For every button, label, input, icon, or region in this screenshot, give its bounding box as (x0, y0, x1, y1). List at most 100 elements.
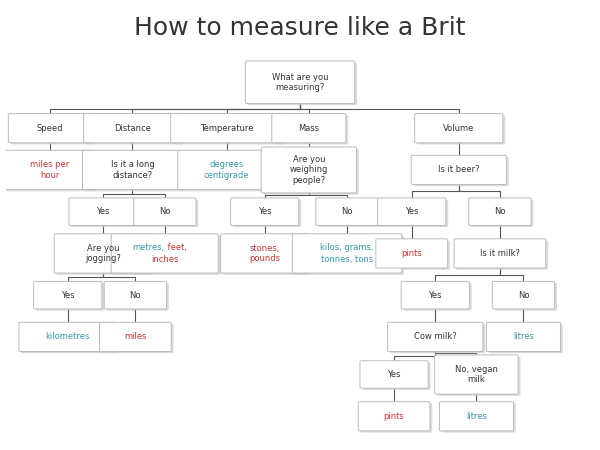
FancyBboxPatch shape (494, 283, 557, 310)
FancyBboxPatch shape (11, 115, 94, 144)
FancyBboxPatch shape (4, 150, 96, 189)
FancyBboxPatch shape (274, 115, 348, 144)
Text: litres: litres (466, 412, 487, 421)
Text: inches: inches (151, 255, 178, 264)
FancyBboxPatch shape (82, 150, 182, 189)
Text: Is it beer?: Is it beer? (438, 166, 479, 175)
Text: No: No (518, 291, 529, 300)
FancyBboxPatch shape (272, 113, 346, 143)
FancyBboxPatch shape (376, 239, 448, 268)
FancyBboxPatch shape (230, 198, 299, 225)
Text: How to measure like a Brit: How to measure like a Brit (134, 16, 466, 40)
Text: Cow milk?: Cow milk? (414, 333, 457, 342)
FancyBboxPatch shape (263, 148, 359, 194)
FancyBboxPatch shape (295, 235, 404, 275)
Text: stones,
pounds: stones, pounds (249, 244, 280, 263)
FancyBboxPatch shape (71, 200, 139, 227)
FancyBboxPatch shape (248, 63, 357, 105)
FancyBboxPatch shape (8, 113, 92, 143)
Text: Are you
weighing
people?: Are you weighing people? (290, 155, 328, 185)
Text: degrees
centigrade: degrees centigrade (204, 160, 249, 180)
FancyBboxPatch shape (86, 115, 184, 144)
FancyBboxPatch shape (180, 152, 278, 191)
FancyBboxPatch shape (113, 235, 221, 275)
FancyBboxPatch shape (83, 113, 181, 143)
FancyBboxPatch shape (178, 150, 275, 189)
FancyBboxPatch shape (411, 155, 506, 184)
FancyBboxPatch shape (54, 234, 152, 273)
FancyBboxPatch shape (401, 281, 469, 309)
Text: litres: litres (513, 333, 534, 342)
FancyBboxPatch shape (36, 283, 104, 310)
FancyBboxPatch shape (360, 361, 428, 388)
FancyBboxPatch shape (316, 198, 378, 225)
FancyBboxPatch shape (489, 324, 563, 353)
Text: Yes: Yes (428, 291, 442, 300)
Text: tonnes, tons: tonnes, tons (321, 255, 373, 264)
FancyBboxPatch shape (454, 239, 546, 268)
Text: No: No (341, 207, 353, 216)
Text: Temperature: Temperature (200, 124, 253, 133)
Text: Yes: Yes (405, 207, 418, 216)
FancyBboxPatch shape (223, 235, 311, 275)
Text: miles per
hour: miles per hour (31, 160, 70, 180)
FancyBboxPatch shape (457, 240, 548, 270)
FancyBboxPatch shape (358, 402, 430, 431)
FancyBboxPatch shape (233, 200, 301, 227)
Text: Yes: Yes (258, 207, 271, 216)
FancyBboxPatch shape (34, 281, 102, 309)
FancyBboxPatch shape (417, 115, 505, 144)
FancyBboxPatch shape (378, 240, 450, 270)
Text: feet,: feet, (166, 243, 187, 252)
FancyBboxPatch shape (85, 152, 185, 191)
FancyBboxPatch shape (102, 324, 173, 353)
FancyBboxPatch shape (469, 198, 531, 225)
FancyBboxPatch shape (56, 235, 154, 275)
FancyBboxPatch shape (487, 322, 560, 351)
FancyBboxPatch shape (361, 403, 432, 432)
FancyBboxPatch shape (173, 115, 285, 144)
FancyBboxPatch shape (380, 200, 448, 227)
FancyBboxPatch shape (104, 281, 167, 309)
FancyBboxPatch shape (21, 324, 119, 353)
FancyBboxPatch shape (362, 362, 431, 390)
FancyBboxPatch shape (100, 322, 171, 351)
FancyBboxPatch shape (69, 198, 137, 225)
Text: No: No (130, 291, 141, 300)
Text: Mass: Mass (298, 124, 319, 133)
Text: Is it a long
distance?: Is it a long distance? (110, 160, 154, 180)
FancyBboxPatch shape (415, 113, 503, 143)
FancyBboxPatch shape (471, 200, 533, 227)
Text: kilos, grams,: kilos, grams, (320, 243, 374, 252)
FancyBboxPatch shape (437, 356, 521, 396)
Text: What are you
measuring?: What are you measuring? (272, 72, 328, 92)
FancyBboxPatch shape (7, 152, 98, 191)
FancyBboxPatch shape (221, 234, 309, 273)
FancyBboxPatch shape (492, 281, 554, 309)
FancyBboxPatch shape (19, 322, 116, 351)
Text: pints: pints (401, 249, 422, 258)
FancyBboxPatch shape (388, 322, 483, 351)
FancyBboxPatch shape (107, 283, 169, 310)
FancyBboxPatch shape (439, 402, 514, 431)
Text: Distance: Distance (114, 124, 151, 133)
Text: metres,: metres, (132, 243, 164, 252)
Text: kilometres: kilometres (46, 333, 90, 342)
Text: No: No (159, 207, 170, 216)
Text: Yes: Yes (96, 207, 110, 216)
FancyBboxPatch shape (245, 61, 355, 104)
Text: pints: pints (384, 412, 404, 421)
Text: miles: miles (124, 333, 146, 342)
FancyBboxPatch shape (111, 234, 218, 273)
Text: Yes: Yes (388, 370, 401, 379)
FancyBboxPatch shape (134, 198, 196, 225)
FancyBboxPatch shape (403, 283, 472, 310)
FancyBboxPatch shape (434, 355, 518, 394)
FancyBboxPatch shape (170, 113, 283, 143)
FancyBboxPatch shape (442, 403, 516, 432)
FancyBboxPatch shape (390, 324, 485, 353)
Text: No, vegan
milk: No, vegan milk (455, 365, 498, 384)
Text: Speed: Speed (37, 124, 64, 133)
FancyBboxPatch shape (261, 147, 356, 193)
Text: Yes: Yes (61, 291, 74, 300)
